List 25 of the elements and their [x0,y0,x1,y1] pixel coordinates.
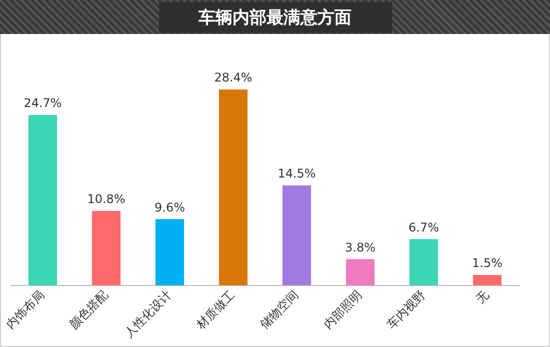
x-tick-label: 储物空间 [257,288,302,332]
data-label: 28.4% [214,70,252,85]
x-tick-label: 无 [473,288,492,306]
bar [346,259,375,286]
bar [282,185,312,286]
x-tick-label: 内部照明 [320,288,365,332]
data-label: 1.5% [472,256,502,270]
bar [28,115,58,286]
x-tick-label: 颜色搭配 [66,288,111,332]
chart-title: 车辆内部最满意方面 [158,2,392,32]
bar [218,90,248,286]
x-tick-label: 车内视野 [384,288,428,332]
bar [155,219,184,286]
bar [92,210,121,286]
x-tick-label: 人性化设计 [122,288,174,340]
x-tick-label: 内饰布局 [3,288,48,332]
data-label: 24.7% [24,96,62,110]
bar [472,275,502,286]
data-label: 10.8% [87,192,126,206]
data-label: 6.7% [408,220,439,234]
bar [409,239,438,286]
data-label: 14.5% [278,166,316,181]
data-label: 9.6% [154,200,185,214]
x-tick-label: 材质做工 [193,288,238,332]
data-label: 3.8% [345,240,376,254]
